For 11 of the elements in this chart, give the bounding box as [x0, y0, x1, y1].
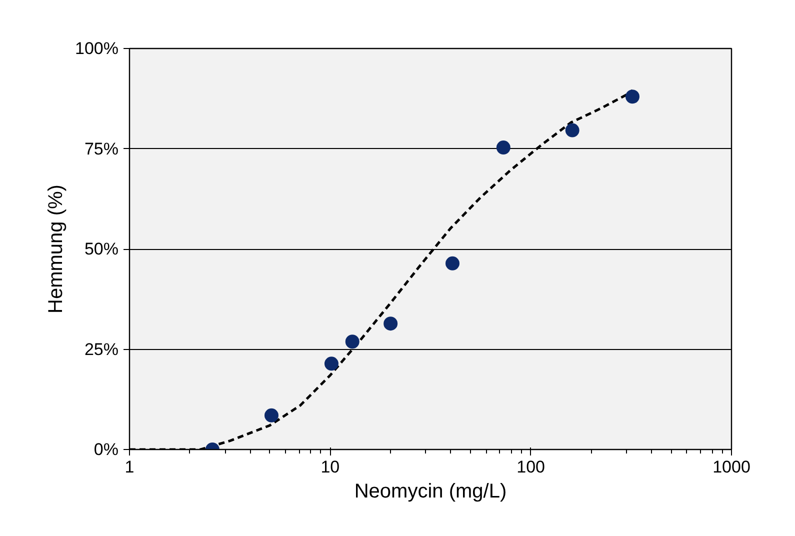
y-tick-label: 25%	[84, 340, 119, 359]
x-tick-label: 100	[516, 458, 546, 476]
y-tick-label: 75%	[84, 139, 119, 158]
y-tick-label: 100%	[75, 39, 119, 58]
y-axis-title: Hemmung (%)	[45, 184, 68, 314]
x-axis-title: Neomycin (mg/L)	[354, 480, 507, 502]
y-tick-label: 0%	[94, 440, 119, 459]
y-tick-label: 50%	[84, 240, 119, 258]
x-tick-label: 10	[320, 458, 340, 476]
x-tick-label: 1000	[712, 458, 750, 476]
x-tick-label: 1	[124, 458, 134, 476]
